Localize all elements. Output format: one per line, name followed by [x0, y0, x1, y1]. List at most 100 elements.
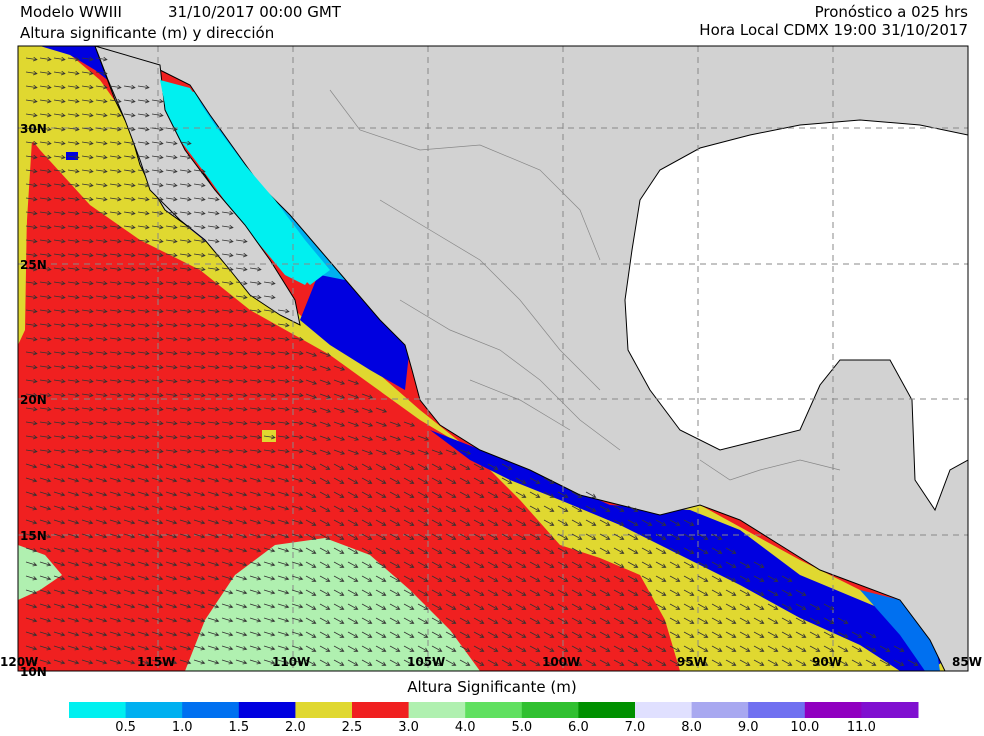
wave-arrow: [151, 182, 164, 188]
wave-arrow: [711, 547, 723, 554]
wave-arrow: [809, 631, 821, 638]
wave-arrow: [893, 659, 905, 666]
wave-arrow: [487, 463, 499, 470]
wave-arrow: [151, 434, 164, 440]
wave-arrow: [305, 603, 317, 610]
wave-arrow: [403, 435, 416, 441]
wave-arrow: [333, 533, 345, 540]
wave-arrow: [767, 631, 779, 638]
wave-arrow: [459, 561, 471, 568]
wave-arrow: [375, 575, 387, 582]
wave-arrow: [585, 631, 597, 638]
wave-arrow: [739, 589, 751, 596]
wave-arrow: [263, 519, 276, 525]
wave-arrow: [25, 182, 38, 188]
wave-arrow: [95, 463, 108, 469]
wave-arrow: [95, 210, 108, 216]
wave-arrow: [235, 547, 248, 553]
wave-arrow: [725, 617, 737, 624]
wave-arrow: [417, 603, 429, 610]
wave-arrow: [305, 449, 318, 455]
wave-arrow: [473, 603, 485, 610]
wave-arrow: [739, 631, 751, 638]
wave-arrow: [431, 575, 443, 582]
wave-arrow: [67, 631, 80, 637]
wave-arrow: [501, 575, 513, 582]
wave-arrow: [347, 603, 359, 610]
wave-arrow: [249, 420, 262, 426]
wave-arrow: [95, 154, 108, 160]
wave-arrow: [263, 420, 276, 426]
wave-arrow: [431, 505, 443, 512]
wave-arrow: [333, 631, 345, 638]
wave-arrow: [67, 266, 80, 272]
wave-arrow: [585, 659, 597, 666]
wave-arrow: [235, 294, 248, 300]
wave-arrow: [613, 561, 625, 568]
wave-arrow: [53, 645, 66, 651]
wave-arrow: [431, 603, 443, 610]
wave-arrow: [39, 112, 52, 118]
wave-arrow: [95, 252, 108, 258]
wave-arrow: [207, 392, 220, 398]
wave-arrow: [347, 617, 359, 624]
wave-arrow: [207, 631, 220, 637]
wave-arrow: [179, 350, 192, 356]
wave-arrow: [193, 182, 206, 188]
wave-arrow: [543, 659, 555, 666]
wave-arrow: [39, 84, 52, 90]
wave-arrow: [347, 463, 359, 470]
wave-arrow: [459, 491, 471, 498]
wave-arrow: [25, 280, 38, 286]
wave-arrow: [151, 224, 164, 230]
wave-arrow: [543, 617, 555, 624]
wave-arrow: [67, 547, 80, 553]
wave-arrow: [487, 617, 499, 624]
wave-arrow: [95, 168, 108, 174]
wave-arrow: [389, 505, 401, 512]
colorbar-tick: 5.0: [511, 720, 533, 735]
wave-arrow: [53, 491, 66, 497]
wave-arrow: [333, 435, 346, 441]
wave-arrow: [151, 533, 164, 539]
wave-arrow: [291, 392, 304, 398]
wave-arrow: [501, 463, 513, 470]
wave-arrow: [487, 505, 499, 512]
wave-arrow: [235, 477, 248, 483]
wave-arrow: [599, 547, 611, 554]
wave-arrow: [179, 505, 192, 511]
wave-arrow: [627, 561, 639, 568]
wave-arrow: [319, 365, 332, 371]
wave-arrow: [851, 659, 863, 666]
wave-arrow: [67, 140, 80, 146]
wave-arrow: [543, 547, 555, 554]
wave-arrow: [25, 448, 38, 454]
wave-arrow: [123, 463, 136, 469]
wave-arrow: [263, 350, 276, 356]
wave-arrow: [53, 154, 66, 160]
wave-arrow: [375, 617, 387, 624]
wave-arrow: [67, 448, 80, 454]
colorbar-swatch: [521, 702, 579, 718]
wave-arrow: [249, 406, 262, 412]
wave-arrow: [67, 603, 80, 609]
wave-arrow: [347, 561, 359, 568]
island-guadalupe: [66, 152, 78, 160]
wave-arrow: [459, 505, 471, 512]
state-boundaries: [329, 89, 841, 481]
wave-arrow: [263, 491, 276, 497]
wave-arrow: [403, 449, 416, 455]
wave-arrow: [403, 463, 415, 470]
wave-arrow: [403, 533, 415, 540]
wave-arrow: [207, 266, 220, 272]
wave-arrow: [613, 575, 625, 582]
wave-arrow: [655, 547, 667, 554]
wave-arrow: [109, 434, 122, 440]
wave-arrow: [207, 575, 220, 581]
wave-arrow: [165, 477, 178, 483]
wave-arrow: [193, 238, 206, 244]
wave-arrow: [109, 350, 122, 356]
wave-arrow: [137, 210, 150, 216]
wave-arrow: [67, 519, 80, 525]
